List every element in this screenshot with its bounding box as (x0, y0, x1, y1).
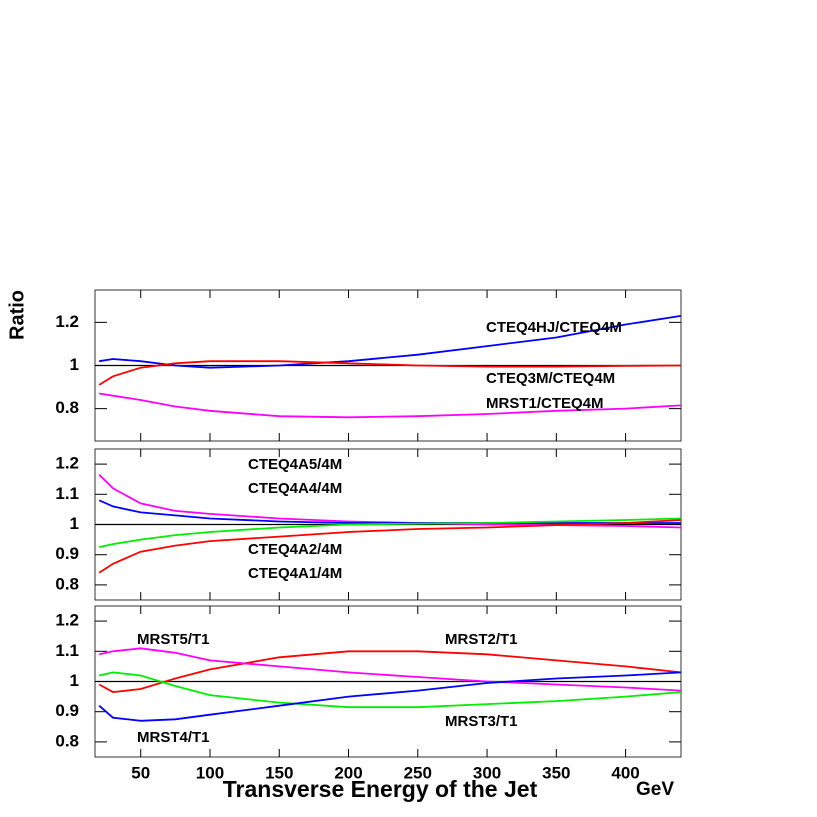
y-tick-label: 1 (70, 514, 79, 533)
series-label: CTEQ4A4/4M (248, 480, 342, 497)
y-tick-label: 0.8 (55, 398, 79, 417)
series-label: MRST2/T1 (445, 631, 518, 648)
series-label: CTEQ4A1/4M (248, 565, 342, 582)
x-tick-label: 400 (611, 763, 639, 782)
y-tick-label: 0.9 (55, 701, 79, 720)
x-tick-label: 200 (334, 763, 362, 782)
series-line (99, 647, 682, 692)
y-tick-label: 1.2 (55, 611, 79, 630)
x-tick-label: 150 (265, 763, 293, 782)
y-tick-label: 1 (70, 355, 79, 374)
x-tick-label: 250 (404, 763, 432, 782)
series-label: CTEQ3M/CTEQ4M (486, 370, 615, 387)
y-tick-label: 1.1 (55, 484, 79, 503)
y-tick-label: 0.8 (55, 574, 79, 593)
series-line (98, 671, 682, 722)
x-tick-label: 100 (196, 763, 224, 782)
x-tick-label: 350 (542, 763, 570, 782)
series-label: CTEQ4A5/4M (248, 456, 342, 473)
series-label: CTEQ4HJ/CTEQ4M (486, 319, 622, 336)
y-tick-label: 0.9 (55, 544, 79, 563)
series-line (99, 392, 682, 419)
x-axis-unit: GeV (636, 779, 674, 800)
series-label: MRST1/CTEQ4M (486, 395, 604, 412)
series-line (98, 519, 682, 574)
series-line (98, 499, 681, 524)
series-line (98, 474, 682, 529)
series-line (99, 315, 682, 369)
y-tick-label: 1.2 (55, 312, 79, 331)
series-label: MRST5/T1 (137, 631, 210, 648)
series-line (98, 360, 682, 386)
y-tick-label: 1.1 (55, 641, 79, 660)
y-axis-label: Ratio (6, 290, 28, 340)
x-tick-label: 300 (473, 763, 501, 782)
x-axis-label: Transverse Energy of the Jet (223, 776, 538, 802)
y-tick-label: 0.8 (55, 731, 79, 750)
series-label: MRST3/T1 (445, 713, 518, 730)
y-tick-label: 1 (70, 671, 79, 690)
series-label: MRST4/T1 (137, 729, 210, 746)
series-label: CTEQ4A2/4M (248, 541, 342, 558)
y-tick-label: 1.2 (55, 454, 79, 473)
x-tick-label: 50 (131, 763, 150, 782)
series-line (98, 650, 682, 694)
series-line (99, 671, 682, 709)
series-line (99, 517, 682, 548)
